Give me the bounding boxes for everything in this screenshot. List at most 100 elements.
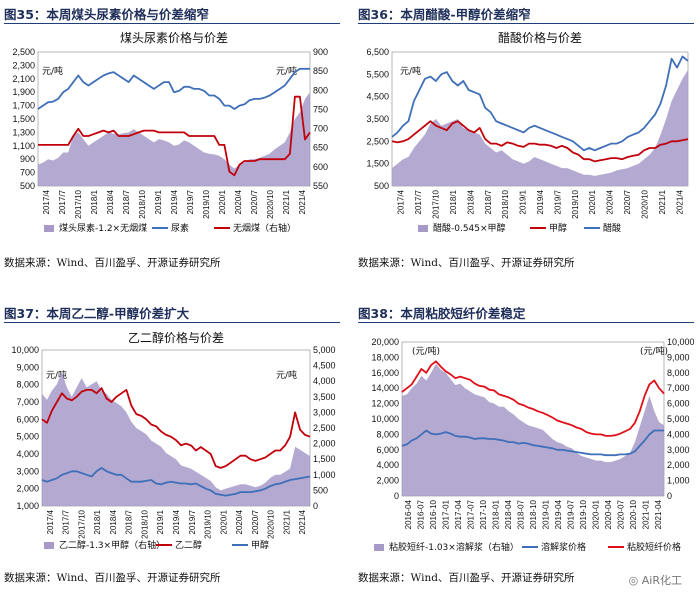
y-tick-label-right: 3,500 bbox=[313, 392, 336, 402]
figure-35-source: 数据来源：Wind、百川盈孚、开源证券研究所 bbox=[4, 257, 221, 269]
y-tick-label-right: 6,000 bbox=[667, 399, 690, 409]
x-tick-label: 2020/7 bbox=[623, 189, 632, 214]
area-series-0 bbox=[38, 92, 310, 186]
x-tick-label: 2021/1 bbox=[282, 189, 291, 214]
y-tick-label-right: 0 bbox=[667, 491, 672, 501]
y-tick-label-left: 700 bbox=[20, 168, 35, 178]
x-tick-label: 2018/7 bbox=[484, 189, 493, 214]
y-tick-label-right: 5,000 bbox=[313, 345, 336, 355]
y-tick-label-left: 1,300 bbox=[12, 127, 35, 137]
y-tick-label-left: 0 bbox=[394, 491, 399, 501]
y-tick-label-right: 800 bbox=[313, 85, 328, 95]
legend-label: 溶解浆价格 bbox=[541, 541, 586, 553]
y-tick-label-left: 1,500 bbox=[366, 159, 389, 169]
legend-label: 粘胶短纤价格 bbox=[627, 541, 681, 553]
x-tick-label: 2020-01 bbox=[591, 499, 600, 529]
y-tick-label-right: 700 bbox=[313, 124, 328, 134]
urea-chart: 煤头尿素价格与价差 500 700 900 1,100 1,300 1,500 1,700 1,… bbox=[12, 30, 328, 234]
x-tick-label: 2019/10 bbox=[571, 189, 580, 218]
y-tick-label-left: 5,000 bbox=[16, 432, 39, 442]
x-tick-label: 2020/4 bbox=[606, 189, 615, 214]
x-tick-label: 2019-10 bbox=[579, 499, 588, 529]
y-tick-label-right: 3,000 bbox=[313, 407, 336, 417]
legend-label: 无烟煤（右轴） bbox=[233, 222, 296, 234]
legend-swatch-area bbox=[374, 544, 384, 551]
y-tick-label-left: 8,000 bbox=[16, 380, 39, 390]
unit-left: 元/吨 bbox=[42, 65, 63, 77]
legend-label: 尿素 bbox=[171, 222, 189, 234]
x-tick-label: 2018/1 bbox=[90, 189, 99, 214]
x-tick-label: 2019/4 bbox=[170, 189, 179, 214]
y-tick-label-right: 2,500 bbox=[313, 423, 336, 433]
y-tick-label-left: 6,000 bbox=[16, 414, 39, 424]
y-tick-label-right: 1,000 bbox=[667, 476, 690, 486]
x-tick-label: 2021/4 bbox=[298, 509, 307, 534]
y-tick-label-left: 3,500 bbox=[366, 114, 389, 124]
y-tick-label-left: 1,500 bbox=[12, 114, 35, 124]
y-tick-label-left: 6,500 bbox=[366, 47, 389, 57]
x-tick-label: 2018/1 bbox=[93, 509, 102, 534]
x-tick-label: 2017/7 bbox=[62, 509, 71, 534]
legend-label: 乙二醇-1.3×甲醇（右轴） bbox=[59, 539, 165, 551]
y-tick-label-left: 5,500 bbox=[366, 69, 389, 79]
x-tick-label: 2017/10 bbox=[74, 189, 83, 218]
y-tick-label-left: 3,000 bbox=[16, 466, 39, 476]
legend-swatch-area bbox=[418, 225, 428, 232]
y-tick-label-right: 900 bbox=[313, 47, 328, 57]
x-tick-label: 2018/7 bbox=[122, 189, 131, 214]
x-tick-label: 2021-01 bbox=[641, 499, 650, 529]
figure-37-title: 图37：本周乙二醇-甲醇价差扩大 bbox=[4, 306, 190, 321]
y-tick-label-left: 900 bbox=[20, 154, 35, 164]
x-tick-label: 2020/4 bbox=[234, 189, 243, 214]
figure-35-rule bbox=[4, 23, 340, 24]
x-tick-label: 2016-07 bbox=[417, 499, 426, 529]
line-series-1 bbox=[41, 387, 311, 469]
chart-title: 醋酸价格与价差 bbox=[498, 30, 582, 45]
ethylene-glycol-chart: 乙二醇价格与价差 1,000 2,000 3,000 4,000 5,000 6,000 7,… bbox=[11, 330, 336, 551]
y-tick-label-left: 10,000 bbox=[11, 345, 39, 355]
y-tick-label-left: 2,000 bbox=[376, 476, 399, 486]
x-tick-label: 2021/1 bbox=[658, 189, 667, 214]
y-tick-label-right: 4,000 bbox=[667, 429, 690, 439]
chart-title: 乙二醇价格与价差 bbox=[128, 330, 224, 345]
y-tick-label-right: 1,500 bbox=[313, 454, 336, 464]
y-tick-label-left: 7,000 bbox=[16, 397, 39, 407]
x-tick-label: 2019-01 bbox=[541, 499, 550, 529]
figure-37-source: 数据来源：Wind、百川盈孚、开源证券研究所 bbox=[4, 572, 221, 584]
y-tick-label-left: 1,000 bbox=[16, 501, 39, 511]
x-tick-label: 2019/7 bbox=[188, 509, 197, 534]
x-tick-label: 2018/7 bbox=[125, 509, 134, 534]
x-tick-label: 2017-10 bbox=[479, 499, 488, 529]
figure-35-title: 图35：本周煤头尿素价格与价差缩窄 bbox=[4, 7, 209, 22]
unit-right: 元/吨 bbox=[276, 65, 297, 77]
chart-title: 煤头尿素价格与价差 bbox=[120, 30, 228, 45]
x-tick-label: 2019/10 bbox=[202, 189, 211, 218]
x-tick-label: 2020/10 bbox=[640, 189, 649, 218]
x-tick-label: 2018-07 bbox=[517, 499, 526, 529]
y-tick-label-right: 600 bbox=[313, 162, 328, 172]
y-tick-label-right: 850 bbox=[313, 66, 328, 76]
area-series-0 bbox=[402, 363, 664, 496]
y-tick-label-right: 2,000 bbox=[667, 460, 690, 470]
x-tick-label: 2017-04 bbox=[454, 499, 463, 529]
x-tick-label: 2020/10 bbox=[266, 189, 275, 218]
x-tick-label: 2018/4 bbox=[466, 189, 475, 214]
x-tick-label: 2018/4 bbox=[109, 509, 118, 534]
line-series-2 bbox=[38, 95, 311, 177]
y-tick-label-left: 500 bbox=[20, 181, 35, 191]
figure-38-title: 图38：本周粘胶短纤价差稳定 bbox=[358, 306, 526, 321]
x-tick-label: 2017/10 bbox=[77, 509, 86, 538]
y-tick-label-right: 7,000 bbox=[667, 383, 690, 393]
x-tick-label: 2020/1 bbox=[219, 509, 228, 534]
y-tick-label-right: 4,000 bbox=[313, 376, 336, 386]
y-tick-label-right: 500 bbox=[313, 485, 328, 495]
x-tick-label: 2017/7 bbox=[58, 189, 67, 214]
x-tick-label: 2021/4 bbox=[298, 189, 307, 214]
legend-label: 醋酸 bbox=[603, 222, 621, 234]
y-tick-label-left: 9,000 bbox=[16, 362, 39, 372]
legend-label: 煤头尿素-1.2×无烟煤 bbox=[59, 222, 147, 234]
x-tick-label: 2017/10 bbox=[432, 189, 441, 218]
x-tick-label: 2018/10 bbox=[501, 189, 510, 218]
legend-label: 醋酸-0.545×甲醇 bbox=[433, 222, 506, 234]
y-tick-label-left: 10,000 bbox=[371, 414, 399, 424]
